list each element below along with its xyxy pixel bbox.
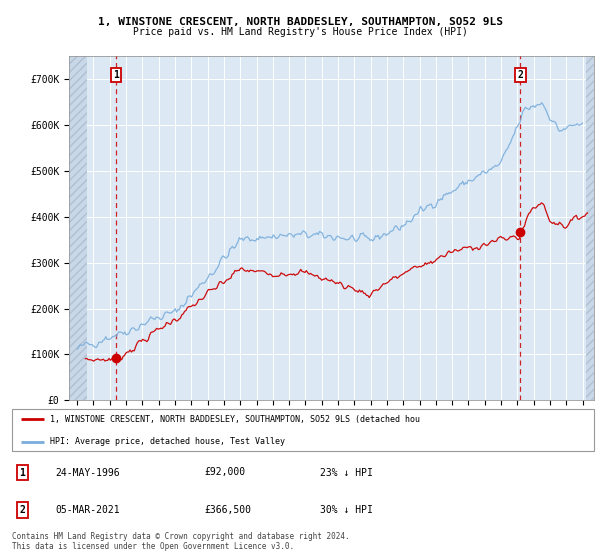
Text: 2: 2 bbox=[517, 70, 523, 80]
Text: 1: 1 bbox=[20, 468, 25, 478]
Text: 2: 2 bbox=[20, 505, 25, 515]
Bar bbox=[69, 56, 87, 400]
Text: 1, WINSTONE CRESCENT, NORTH BADDESLEY, SOUTHAMPTON, SO52 9LS: 1, WINSTONE CRESCENT, NORTH BADDESLEY, S… bbox=[97, 17, 503, 27]
Text: 23% ↓ HPI: 23% ↓ HPI bbox=[320, 468, 373, 478]
Text: 1: 1 bbox=[113, 70, 119, 80]
Text: Contains HM Land Registry data © Crown copyright and database right 2024.
This d: Contains HM Land Registry data © Crown c… bbox=[12, 532, 350, 552]
Text: 1, WINSTONE CRESCENT, NORTH BADDESLEY, SOUTHAMPTON, SO52 9LS (detached hou: 1, WINSTONE CRESCENT, NORTH BADDESLEY, S… bbox=[50, 415, 420, 424]
Text: £366,500: £366,500 bbox=[204, 505, 251, 515]
Text: Price paid vs. HM Land Registry's House Price Index (HPI): Price paid vs. HM Land Registry's House … bbox=[133, 27, 467, 38]
Text: HPI: Average price, detached house, Test Valley: HPI: Average price, detached house, Test… bbox=[50, 437, 285, 446]
Text: 05-MAR-2021: 05-MAR-2021 bbox=[56, 505, 120, 515]
FancyBboxPatch shape bbox=[12, 409, 594, 451]
Text: 24-MAY-1996: 24-MAY-1996 bbox=[56, 468, 120, 478]
Bar bbox=[586, 56, 594, 400]
Text: £92,000: £92,000 bbox=[204, 468, 245, 478]
Text: 30% ↓ HPI: 30% ↓ HPI bbox=[320, 505, 373, 515]
